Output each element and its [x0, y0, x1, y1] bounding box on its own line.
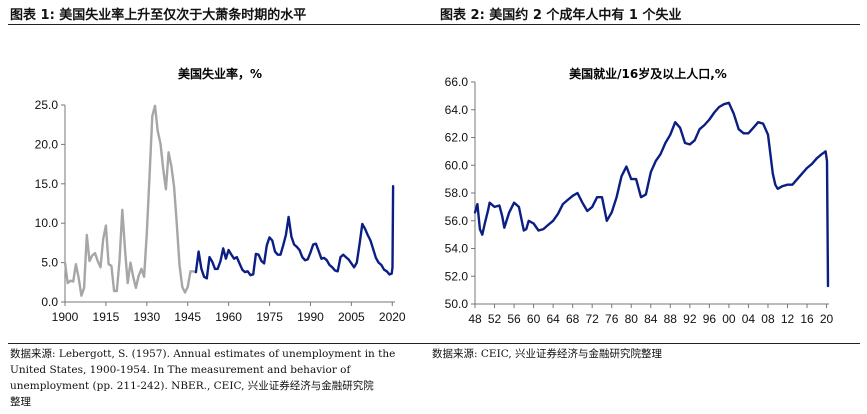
x-tick-label: 1990 [297, 310, 324, 324]
employment-ratio-chart-title: 美国就业/16岁及以上人口,% [569, 66, 727, 81]
series-line-1 [473, 101, 830, 288]
y-tick-label: 52.0 [445, 269, 469, 283]
x-tick-label: 08 [761, 312, 775, 326]
x-tick-label: 1960 [215, 310, 242, 324]
y-tick-label: 66.0 [445, 75, 469, 89]
y-tick-label: 25.0 [35, 98, 59, 112]
series-line-2 [194, 184, 395, 280]
y-tick-label: 60.0 [445, 158, 469, 172]
x-tick-label: 60 [527, 312, 541, 326]
x-tick-label: 56 [507, 312, 521, 326]
series-line-1 [63, 104, 198, 297]
y-tick-label: 54.0 [445, 242, 469, 256]
x-tick-label: 16 [800, 312, 814, 326]
y-tick-label: 50.0 [445, 297, 469, 311]
y-tick-label: 58.0 [445, 186, 469, 200]
x-tick-label: 88 [664, 312, 678, 326]
x-tick-label: 48 [468, 312, 482, 326]
x-tick-label: 80 [625, 312, 639, 326]
x-tick-label: 1945 [174, 310, 201, 324]
x-tick-label: 1930 [133, 310, 160, 324]
right-figure-title: 图表 2: 美国约 2 个成年人中有 1 个失业 [440, 8, 682, 23]
x-tick-label: 76 [605, 312, 619, 326]
x-tick-label: 52 [488, 312, 502, 326]
x-tick-label: 1915 [93, 310, 120, 324]
y-tick-label: 20.0 [35, 137, 59, 151]
x-tick-label: 84 [644, 312, 658, 326]
right-source-line: 数据来源: CEIC, 兴业证券经济与金融研究院整理 [432, 348, 663, 360]
unemployment-chart-title: 美国失业率，% [178, 66, 262, 81]
x-tick-label: 64 [546, 312, 560, 326]
left-source-note: 数据来源: Lebergott, S. (1957). Annual estim… [10, 346, 430, 410]
y-tick-label: 0.0 [41, 295, 58, 309]
left-source-line: unemployment (pp. 211-242). NBER., CEIC,… [10, 380, 374, 392]
right-source-note: 数据来源: CEIC, 兴业证券经济与金融研究院整理 [432, 346, 862, 362]
x-tick-label: 2005 [338, 310, 365, 324]
y-tick-label: 62.0 [445, 131, 469, 145]
bottom-rule [8, 343, 860, 344]
x-tick-label: 00 [722, 312, 736, 326]
x-tick-label: 72 [586, 312, 600, 326]
x-tick-label: 1975 [256, 310, 283, 324]
x-tick-label: 96 [703, 312, 717, 326]
x-tick-label: 1900 [52, 310, 79, 324]
y-tick-label: 10.0 [35, 216, 59, 230]
y-tick-label: 5.0 [41, 256, 58, 270]
x-tick-label: 68 [566, 312, 580, 326]
y-tick-label: 64.0 [445, 103, 469, 117]
left-source-line: 数据来源: Lebergott, S. (1957). Annual estim… [10, 348, 396, 360]
left-source-line: United States, 1900-1954. In The measure… [10, 364, 351, 376]
left-source-line: 整理 [10, 396, 31, 408]
x-tick-label: 2020 [379, 310, 406, 324]
y-tick-label: 15.0 [35, 177, 59, 191]
x-tick-label: 04 [742, 312, 756, 326]
left-figure-title: 图表 1: 美国失业率上升至仅次于大萧条时期的水平 [10, 8, 307, 23]
x-tick-label: 12 [781, 312, 795, 326]
y-tick-label: 56.0 [445, 214, 469, 228]
top-rule [8, 24, 860, 25]
employment-ratio-chart: 美国就业/16岁及以上人口,% 66.0 64.0 62.0 60.0 58.0 56.0… [445, 66, 834, 326]
x-tick-label: 20 [820, 312, 834, 326]
x-tick-label: 92 [683, 312, 697, 326]
